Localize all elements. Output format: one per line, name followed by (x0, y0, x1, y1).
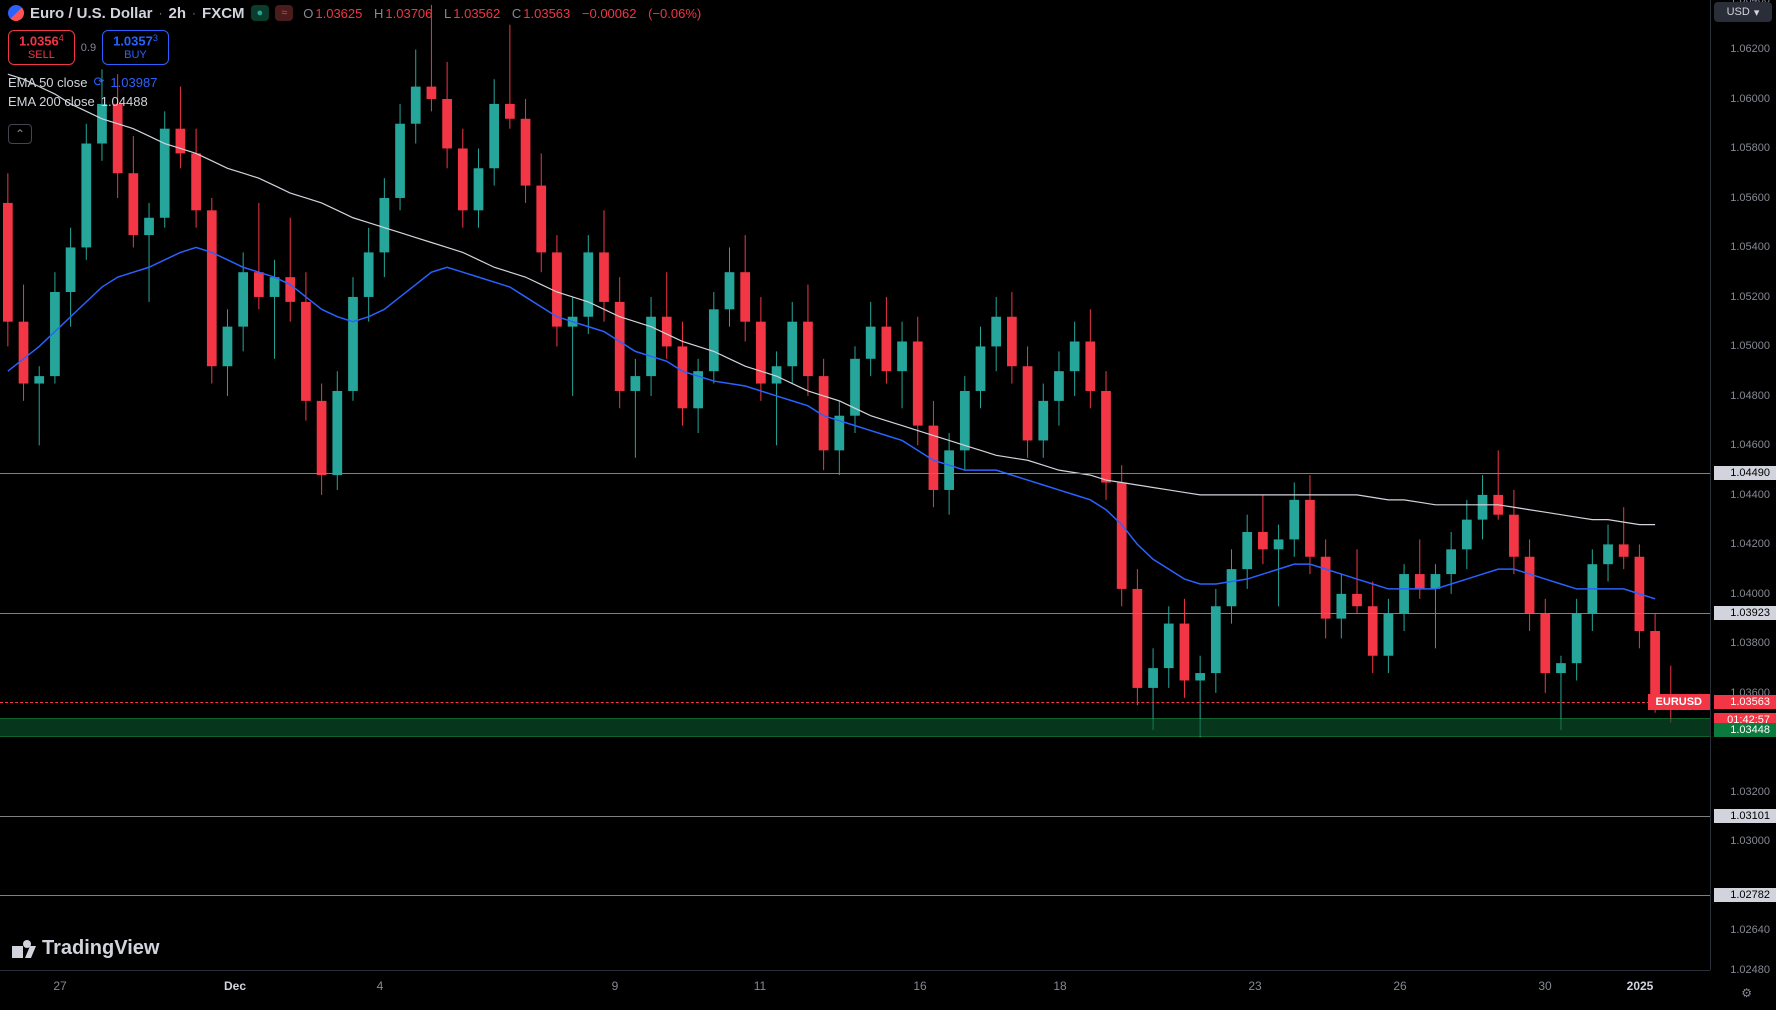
chevron-up-icon: ⌃ (15, 127, 25, 141)
indicator-panel: EMA 50 close ⟳ 1.03987 EMA 200 close 1.0… (8, 74, 157, 113)
symbol-icon (8, 5, 24, 21)
ema200-value: 1.04488 (101, 94, 148, 109)
ema50-value: 1.03987 (110, 75, 157, 90)
ema50-row[interactable]: EMA 50 close ⟳ 1.03987 (8, 74, 157, 90)
current-price-tag: EURUSD (1648, 694, 1710, 710)
exchange: FXCM (202, 5, 245, 22)
alert-pill: ≈ (275, 5, 293, 21)
gear-icon: ⚙ (1741, 986, 1752, 1000)
currency-button[interactable]: USD ▾ (1714, 2, 1772, 22)
spread-value: 0.9 (81, 42, 96, 54)
separator: · (192, 6, 196, 20)
sell-button[interactable]: 1.03564 SELL (8, 30, 75, 65)
chart-header: Euro / U.S. Dollar · 2h · FXCM ● ≈ O1.03… (0, 0, 1776, 26)
ema200-label: EMA 200 close (8, 94, 95, 109)
symbol-name[interactable]: Euro / U.S. Dollar (30, 5, 153, 22)
chevron-down-icon: ▾ (1754, 6, 1760, 19)
status-pill: ● (251, 5, 270, 21)
buy-button[interactable]: 1.03573 BUY (102, 30, 169, 65)
ema50-label: EMA 50 close (8, 75, 88, 90)
y-axis[interactable]: 1.064001.062001.060001.058001.056001.054… (1710, 0, 1776, 970)
currency-label: USD (1727, 6, 1750, 18)
refresh-icon[interactable]: ⟳ (94, 74, 105, 90)
interval[interactable]: 2h (169, 5, 187, 22)
collapse-button[interactable]: ⌃ (8, 124, 32, 144)
logo-text: TradingView (42, 937, 159, 960)
tradingview-logo[interactable]: TradingView (12, 937, 159, 960)
chart-canvas[interactable] (0, 0, 1710, 970)
chart-svg (0, 0, 1710, 970)
x-axis[interactable]: 27Dec491116182326302025 (0, 970, 1710, 1010)
separator: · (159, 6, 163, 20)
tv-logo-icon (12, 940, 36, 958)
trade-panel: 1.03564 SELL 0.9 1.03573 BUY (8, 30, 169, 65)
ema200-row[interactable]: EMA 200 close 1.04488 (8, 94, 157, 109)
settings-button[interactable]: ⚙ (1741, 986, 1752, 1000)
ohlc-display: O1.03625 H1.03706 L1.03562 C1.03563 −0.0… (303, 6, 709, 21)
